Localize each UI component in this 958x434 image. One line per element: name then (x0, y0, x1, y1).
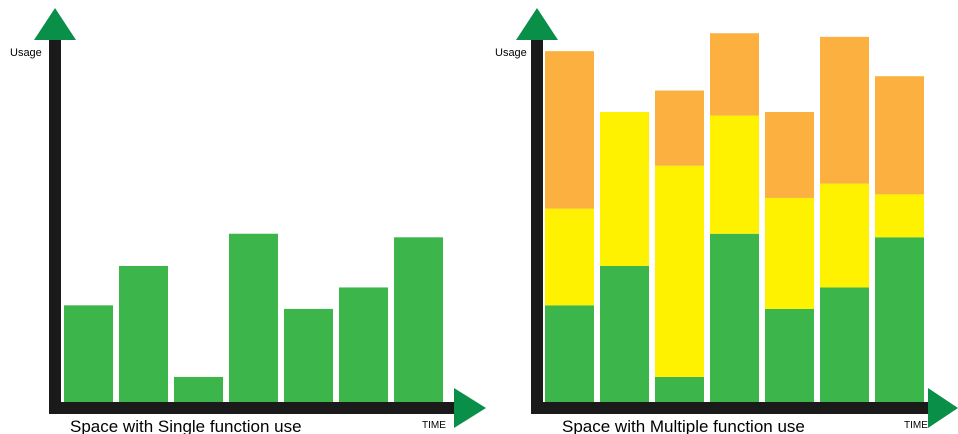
chart-title: Space with Multiple function use (562, 417, 805, 434)
y-axis-line (531, 36, 543, 414)
y-axis-arrow-icon (516, 8, 558, 40)
bar-segment-bottom (545, 305, 594, 402)
bar-segment-top (545, 51, 594, 209)
stacked-bars (545, 33, 924, 402)
bar (339, 287, 388, 402)
bar-segment-top (820, 36, 869, 184)
bar-segment-top (875, 76, 924, 195)
bar-segment-bottom (765, 308, 814, 402)
bar-segment-top (710, 33, 759, 116)
x-axis-label: TIME (904, 420, 928, 431)
bar-segment-bottom (820, 287, 869, 402)
bar (284, 308, 333, 402)
bar-segment-top (655, 90, 704, 166)
x-axis-line (531, 402, 936, 414)
bar (64, 305, 113, 402)
bar-segment-middle (765, 197, 814, 309)
multiple-function-chart: Usage TIME Space with Multiple function … (495, 8, 958, 434)
bar-segment-middle (655, 165, 704, 377)
bar-segment-top (765, 112, 814, 198)
single-function-chart: Usage TIME Space with Single function us… (10, 8, 486, 434)
x-axis-line (49, 402, 463, 414)
bar-segment-middle (875, 194, 924, 238)
single-bars (64, 233, 443, 402)
bar (174, 376, 223, 402)
bar-segment-middle (545, 208, 594, 306)
bar (229, 233, 278, 402)
bar-segment-bottom (600, 265, 649, 402)
x-axis-label: TIME (422, 420, 446, 431)
x-axis-arrow-icon (928, 388, 958, 428)
x-axis-arrow-icon (454, 388, 486, 428)
bar-segment-bottom (655, 376, 704, 402)
bar-segment-bottom (710, 233, 759, 402)
bar-segment-bottom (875, 237, 924, 402)
y-axis-label: Usage (495, 47, 527, 59)
bar (119, 265, 168, 402)
y-axis-line (49, 36, 61, 414)
bar-segment-middle (820, 183, 869, 288)
y-axis-arrow-icon (34, 8, 76, 40)
bar-segment-middle (600, 112, 649, 266)
bar-segment-middle (710, 115, 759, 234)
bar (394, 237, 443, 402)
chart-title: Space with Single function use (70, 417, 302, 434)
y-axis-label: Usage (10, 47, 42, 59)
